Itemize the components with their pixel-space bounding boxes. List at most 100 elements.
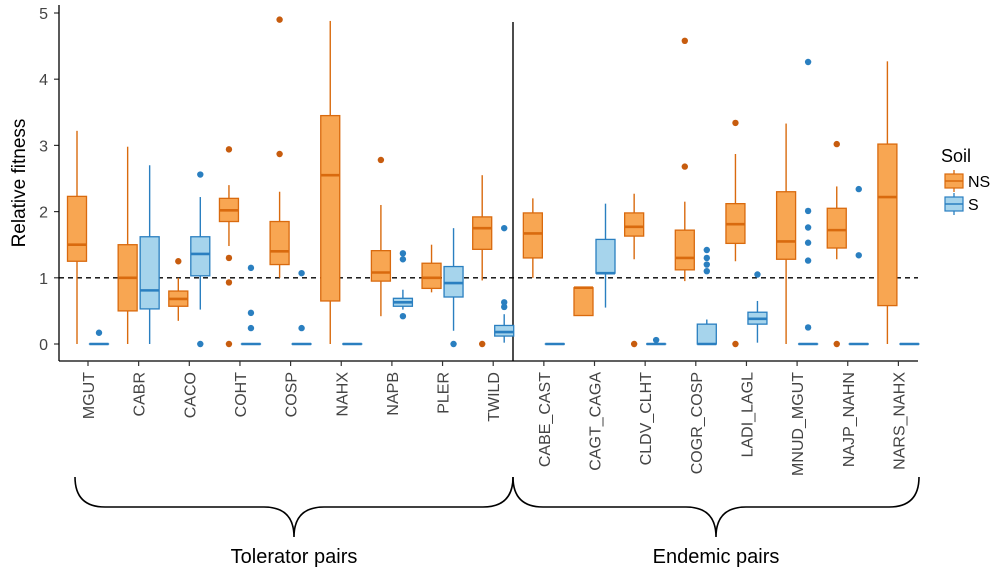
legend-label: S (968, 197, 979, 214)
box-CAGT_CAGA-S (595, 203, 616, 308)
x-tick-label: PLER (436, 372, 453, 414)
legend-item-S: S (944, 193, 979, 215)
box-MNUD_MGUT-S (797, 58, 819, 346)
legend-item-NS: NS (944, 170, 990, 192)
box-body (696, 323, 717, 345)
legend-label: NS (968, 174, 990, 191)
box-body (877, 143, 898, 307)
x-tick-label: MNUD_MGUT (790, 372, 807, 476)
group-bracket (512, 476, 920, 538)
outlier-point (95, 329, 103, 336)
box-body (494, 324, 515, 337)
outlier-point (703, 267, 710, 275)
outlier-point (833, 340, 840, 348)
outlier-point (804, 257, 812, 264)
outlier-point (175, 258, 182, 265)
outlier-point (399, 256, 407, 263)
box-body (139, 236, 160, 310)
plot-area: 0 1 2 3 4 5 MGUT CABR CACO COHT COSP NAHX NAPB PLER T… (39, 5, 920, 476)
outlier-point (754, 271, 761, 278)
legend: Soil NS S (941, 146, 990, 215)
box-NAHX-NS (320, 20, 341, 344)
outlier-point (652, 336, 660, 344)
boxes (66, 16, 920, 348)
x-tick-label: TWILD (486, 372, 503, 422)
outlier-point (804, 58, 812, 66)
box-PLER-S (443, 228, 464, 348)
outlier-point (833, 140, 840, 148)
outlier-point (276, 16, 283, 23)
box-MNUD_MGUT-NS (775, 123, 797, 344)
outlier-point (804, 207, 812, 215)
box-body (472, 216, 493, 250)
box-COHT-S (240, 264, 262, 346)
box-body (775, 191, 797, 260)
box-body (421, 262, 442, 290)
group-label-tolerator: Tolerator pairs (231, 546, 358, 568)
box-LADI_LAGL-NS (725, 119, 746, 348)
box-CLDV_CLHT-NS (624, 193, 645, 348)
box-CABE_CAST-NS (522, 198, 543, 278)
box-COSP-NS (269, 16, 290, 278)
x-tick-label: NAJP_NAHN (841, 372, 858, 467)
y-tick-label: 1 (39, 271, 48, 288)
group-label-endemic: Endemic pairs (653, 546, 780, 568)
x-tick-label: COHT (233, 372, 250, 418)
x-tick-label: CABR (132, 372, 149, 416)
box-body (624, 212, 645, 237)
outlier-point (501, 299, 508, 306)
x-tick-label: MGUT (81, 372, 98, 419)
y-tick-label: 5 (39, 6, 48, 23)
outlier-point (399, 312, 407, 320)
x-axis: MGUT CABR CACO COHT COSP NAHX NAPB PLER TWILD CAB… (81, 361, 908, 476)
x-tick-label: CABE_CAST (537, 372, 554, 467)
box-CABR-NS (117, 146, 138, 344)
outlier-point (276, 150, 283, 158)
y-axis-title: Relative fitness (9, 119, 30, 248)
box-body (190, 236, 211, 277)
outlier-point (681, 37, 688, 45)
group-brackets: Tolerator pairs Endemic pairs (74, 476, 920, 568)
outlier-point (501, 224, 508, 232)
x-tick-label: LADI_LAGL (739, 372, 756, 457)
outlier-point (703, 246, 710, 254)
box-COHT-NS (218, 146, 240, 348)
y-tick-label: 3 (39, 138, 48, 155)
outlier-point (247, 264, 255, 272)
box-PLER-NS (421, 244, 442, 293)
outlier-point (501, 303, 508, 311)
x-tick-label: COGR_COSP (689, 372, 706, 474)
box-body (66, 195, 88, 262)
box-body (573, 287, 594, 317)
box-CLDV_CLHT-S (646, 336, 667, 346)
box-COGR_COSP-S (696, 246, 717, 346)
outlier-point (732, 340, 739, 348)
box-MGUT-S (88, 329, 110, 346)
outlier-point (225, 146, 233, 153)
box-NAPB-S (392, 250, 414, 320)
outlier-point (247, 324, 255, 332)
outlier-point (377, 156, 385, 164)
box-CACO-NS (168, 258, 189, 321)
x-tick-label: CAGT_CAGA (588, 372, 605, 471)
outlier-point (225, 340, 233, 348)
box-COSP-S (291, 269, 312, 346)
outlier-point (630, 340, 638, 348)
box-body (674, 229, 695, 271)
group-bracket (74, 476, 514, 538)
box-CAGT_CAGA-NS (573, 286, 594, 317)
box-TWILD-S (494, 224, 515, 343)
outlier-point (479, 340, 486, 348)
box-MGUT-NS (66, 130, 88, 344)
outlier-point (732, 119, 739, 127)
box-NAJP_NAHN-NS (826, 140, 847, 348)
box-body (443, 265, 464, 298)
outlier-point (197, 171, 204, 178)
box-LADI_LAGL-S (747, 271, 768, 343)
box-body (370, 250, 392, 282)
box-NAJP_NAHN-S (848, 185, 869, 346)
outlier-point (804, 239, 812, 246)
box-body (522, 212, 543, 259)
legend-title: Soil (941, 146, 971, 166)
